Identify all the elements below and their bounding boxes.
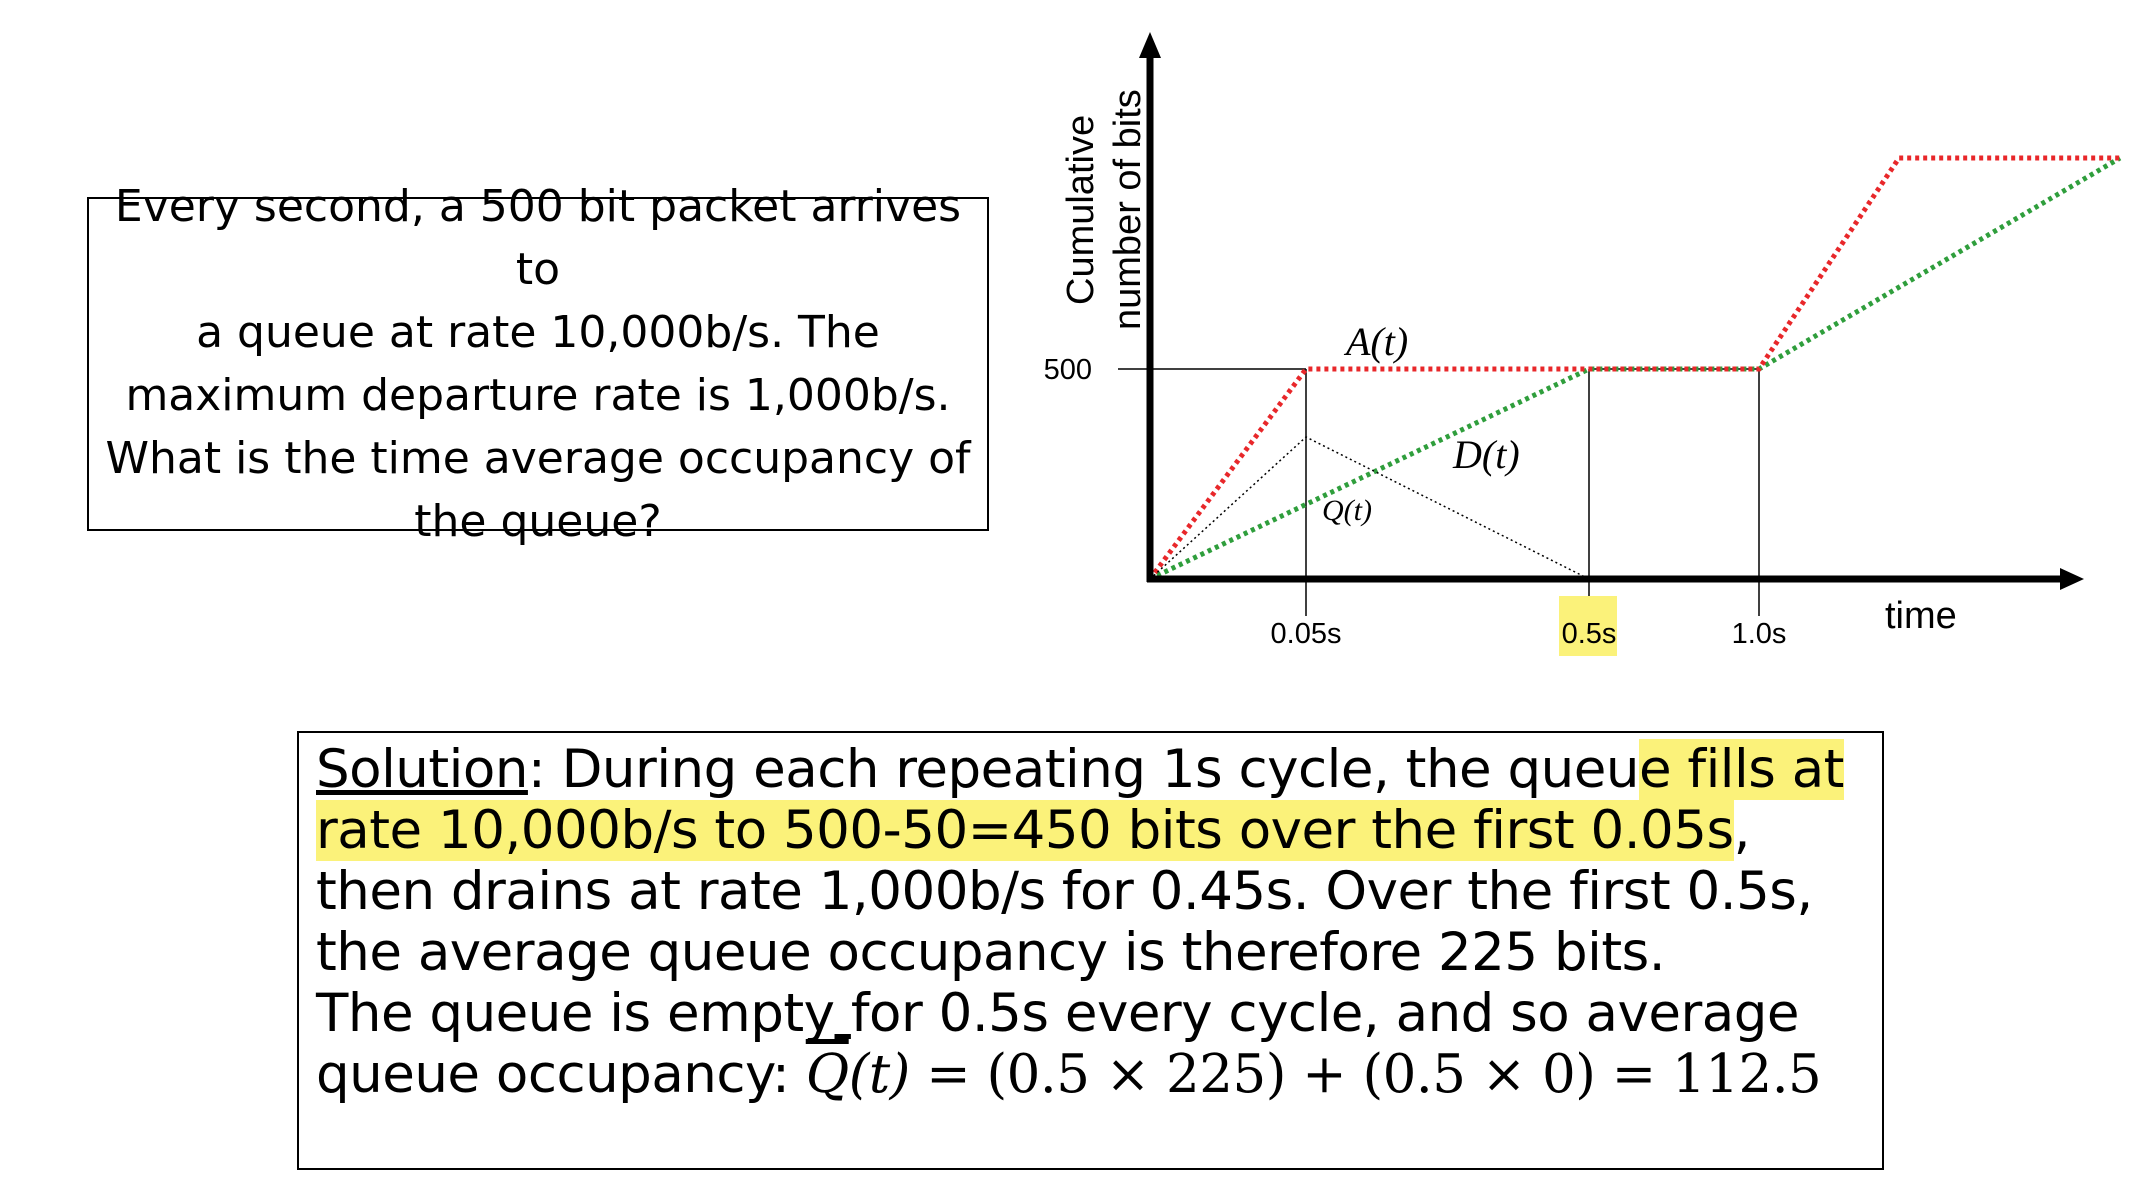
x-tick-label: 1.0s (1732, 618, 1787, 650)
series-label-qt: Q(t) (1322, 494, 1372, 527)
solution-underlined-space (835, 983, 851, 1044)
question-box: Every second, a 500 bit packet arrives t… (87, 181, 989, 547)
question-line: maximum departure rate is 1,000b/s. (125, 370, 951, 421)
x-ticks: 0.05s 0.5s 1.0s (1271, 596, 1787, 656)
series-label-dt: D(t) (1452, 432, 1520, 477)
x-tick-label: 0.5s (1562, 618, 1617, 650)
x-tick-highlight (1559, 596, 1617, 656)
question-text: Every second, a 500 bit packet arrives t… (98, 175, 978, 553)
series-line-dt (1148, 155, 2122, 582)
solution-box: Solution: During each repeating 1s cycle… (297, 731, 1884, 1170)
solution-formula: Q(t) = (0.5 × 225) + (0.5 × 0) = 112.5 (806, 1044, 1822, 1105)
y-axis-title-line2: number of bits (1107, 89, 1149, 330)
solution-text-part: : During each repeating 1s cycle, the qu… (527, 739, 1640, 800)
guide-lines (1118, 368, 1760, 616)
y-axis-arrow (1139, 32, 1161, 58)
series-layer (1147, 155, 2122, 582)
solution-text-part: The queue is empty (316, 983, 835, 1044)
x-tick-label: 0.05s (1271, 618, 1342, 650)
series-label-at: A(t) (1343, 319, 1408, 364)
y-axis-title-line1: Cumulative (1060, 115, 1102, 305)
question-line: Every second, a 500 bit packet arrives t… (114, 181, 962, 295)
y-ticks: 500 (1044, 354, 1092, 386)
solution-text-part: , then drains at rate 1,000b/s for 0.45s… (316, 800, 1813, 983)
formula-t: (t) (848, 1044, 911, 1105)
y-tick-label: 500 (1044, 354, 1092, 386)
formula-rest: = (0.5 × 225) + (0.5 × 0) = 112.5 (909, 1044, 1822, 1105)
series-line-qt (1149, 436, 1590, 580)
x-axis-arrow (2060, 568, 2084, 590)
x-axis-title: time (1885, 595, 1957, 637)
question-line: What is the time average occupancy of (105, 433, 971, 484)
formula-q-bar: Q (805, 1044, 849, 1105)
question-line: the queue? (414, 496, 662, 547)
solution-text-part: for 0.5s every cycle, and so average que… (316, 983, 1800, 1105)
solution-label: Solution (316, 739, 528, 800)
question-line: a queue at rate 10,000b/s. The (196, 307, 880, 358)
series-labels: A(t) D(t) Q(t) (1322, 319, 1520, 527)
solution-text: Solution: During each repeating 1s cycle… (316, 739, 1868, 1105)
chart: Cumulative number of bits time 0.05s 0.5s… (1044, 32, 2122, 656)
series-line-at (1147, 155, 2120, 581)
